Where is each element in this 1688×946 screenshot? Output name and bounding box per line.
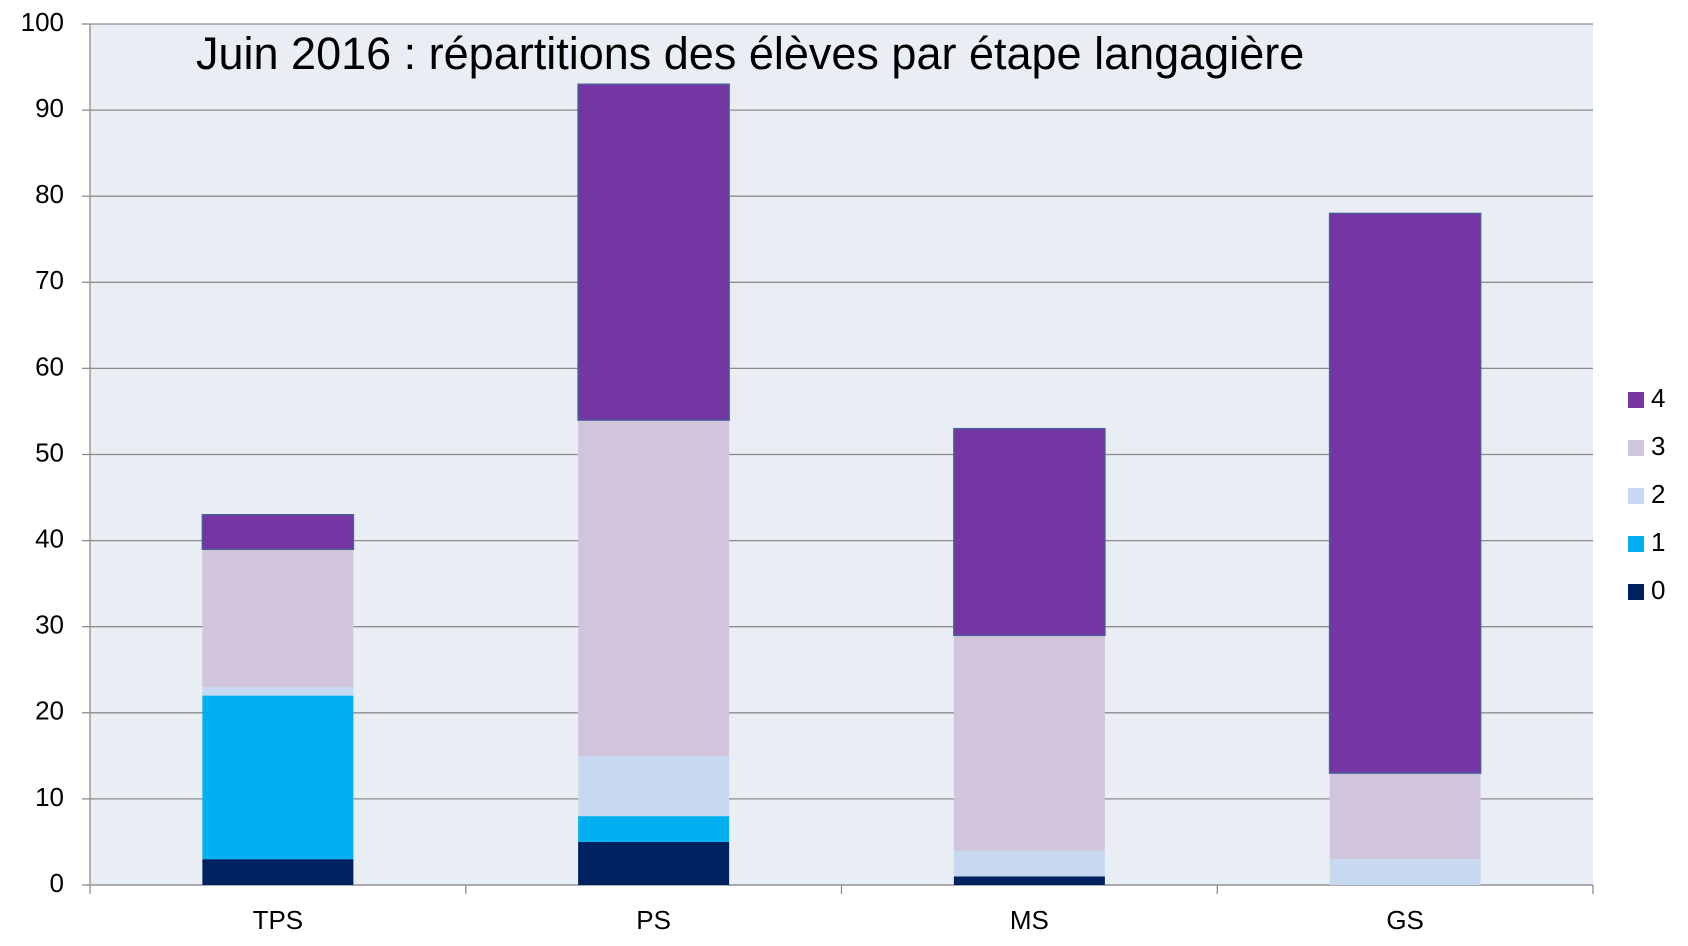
bar-segment [201,514,355,550]
legend-swatch [1628,536,1644,552]
x-tick-label: GS [1386,905,1424,935]
x-tick-label: MS [1010,905,1049,935]
legend-label: 4 [1651,383,1665,413]
y-tick-label: 30 [35,610,64,640]
bar-segment [1329,773,1481,860]
legend-swatch [1628,584,1644,600]
y-tick-label: 60 [35,351,64,381]
bar-segment [578,755,730,817]
y-tick-label: 80 [35,179,64,209]
bar-segment [202,859,354,885]
legend-label: 0 [1651,575,1665,605]
y-tick-label: 40 [35,523,64,553]
bar-segment [202,549,354,687]
x-tick-label: TPS [253,905,304,935]
bar-segment [578,420,730,756]
legend-label: 3 [1651,431,1665,461]
bar-segment [202,695,354,860]
y-tick-label: 90 [35,93,64,123]
legend-label: 2 [1651,479,1665,509]
legend-swatch [1628,488,1644,504]
bar-segment [953,635,1105,851]
y-tick-label: 100 [21,7,64,37]
bar-segment [953,876,1105,885]
bar-segment [577,83,730,421]
bar-segment [578,841,730,885]
y-tick-label: 50 [35,437,64,467]
bar-segment [953,850,1105,877]
legend-swatch [1628,440,1644,456]
y-tick-label: 0 [50,868,64,898]
legend-swatch [1628,392,1644,408]
legend-label: 1 [1651,527,1665,557]
bar-segment [1328,212,1482,774]
bar-segment [953,427,1106,637]
y-tick-label: 20 [35,696,64,726]
y-tick-label: 10 [35,782,64,812]
bar-segment [578,816,730,842]
bar-segment [1329,859,1481,885]
chart-title: Juin 2016 : répartitions des élèves par … [196,28,1304,79]
x-tick-label: PS [636,905,671,935]
y-tick-label: 70 [35,265,64,295]
bar-segment [202,686,354,696]
